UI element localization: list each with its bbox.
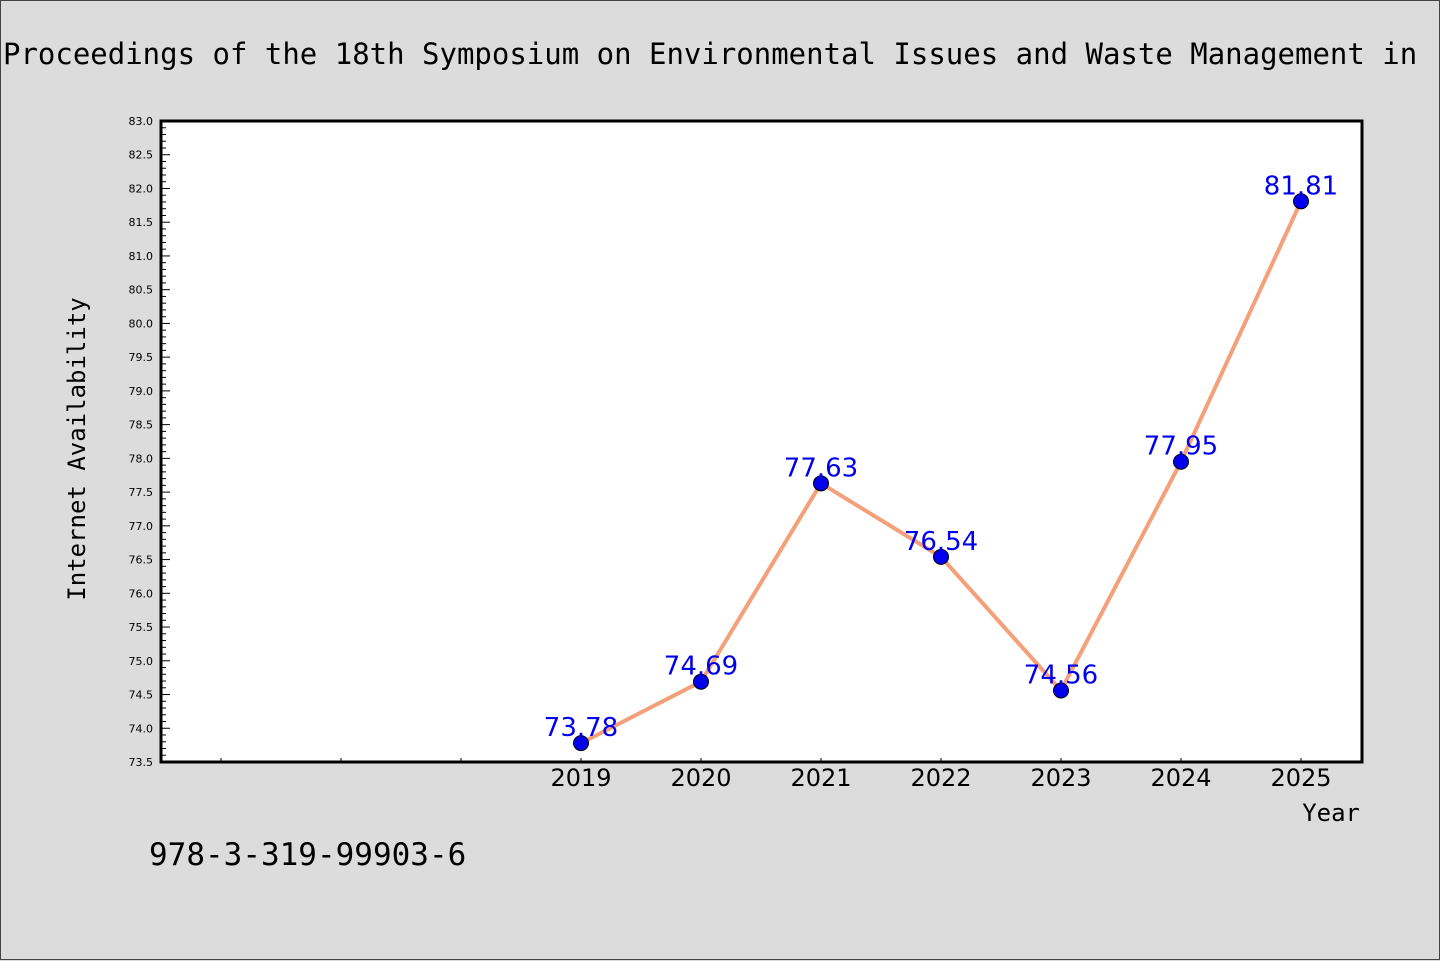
y-tick-label: 79.0	[129, 385, 154, 398]
y-tick-label: 74.0	[129, 722, 154, 735]
y-tick-label: 75.5	[129, 621, 154, 634]
x-tick-label: 2023	[1030, 764, 1091, 792]
plot-area	[159, 119, 1364, 764]
y-tick-label: 74.5	[129, 689, 154, 702]
y-tick-label: 80.0	[129, 317, 154, 330]
data-label: 77.95	[1144, 432, 1218, 462]
y-tick-label: 78.0	[129, 452, 154, 465]
y-tick-label: 73.5	[129, 756, 154, 769]
data-point	[1293, 193, 1309, 210]
series-points-group	[573, 193, 1309, 752]
y-tick-label: 83.0	[129, 115, 154, 128]
x-tick-label: 2022	[910, 764, 971, 792]
x-tick-label: 2020	[670, 764, 731, 792]
y-tick-label: 80.5	[129, 284, 154, 297]
data-labels-group: 73.78 74.69 77.63 76.54 74.56 77.95 81.81	[544, 171, 1338, 743]
data-label: 81.81	[1264, 171, 1338, 201]
data-label: 74.69	[664, 652, 738, 682]
x-tick-label: 2021	[790, 764, 851, 792]
data-point	[813, 475, 829, 492]
x-axis-label: Year	[1302, 799, 1360, 827]
chart-title: Proceedings of the 18th Symposium on Env…	[3, 37, 1417, 71]
data-point	[573, 735, 589, 752]
y-tick-label: 81.0	[129, 250, 154, 263]
data-point	[1053, 682, 1069, 699]
y-tick-label: 77.5	[129, 486, 154, 499]
y-tick-label: 77.0	[129, 520, 154, 533]
x-tick-label: 2025	[1270, 764, 1331, 792]
y-axis: 73.5 74.0 74.5 75.0 75.5 76.0 76.5 77.0 77.5 78.0…	[129, 115, 170, 769]
x-tick-label: 2024	[1150, 764, 1211, 792]
data-label: 77.63	[784, 453, 858, 483]
y-tick-label: 82.0	[129, 182, 154, 195]
y-tick-label: 81.5	[129, 216, 154, 229]
data-point	[933, 548, 949, 565]
x-tick-label: 2019	[550, 764, 611, 792]
data-label: 73.78	[544, 713, 618, 743]
x-axis: 2019 2020 2021 2022 2023 2024 2025	[220, 758, 1332, 792]
data-label: 76.54	[904, 527, 978, 557]
data-point	[693, 673, 709, 690]
y-axis-label: Internet Availability	[63, 297, 91, 600]
y-tick-label: 76.0	[129, 587, 154, 600]
y-tick-label: 78.5	[129, 419, 154, 432]
data-label: 74.56	[1024, 660, 1098, 690]
y-tick-label: 82.5	[129, 149, 154, 162]
y-tick-label: 75.0	[129, 655, 154, 668]
y-tick-label: 79.5	[129, 351, 154, 364]
y-tick-label: 76.5	[129, 554, 154, 567]
data-point	[1173, 453, 1189, 470]
isbn-footer: 978-3-319-99903-6	[149, 837, 466, 873]
